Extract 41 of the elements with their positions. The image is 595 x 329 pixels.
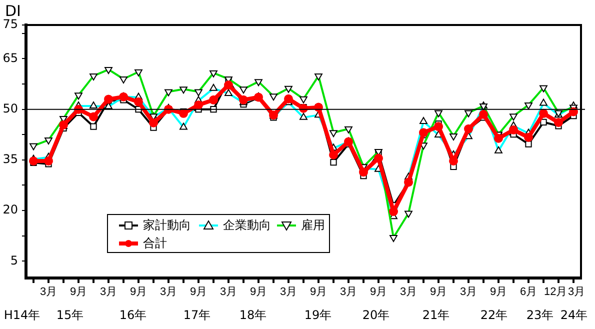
text: 20年 — [362, 307, 390, 324]
text: 16年 — [119, 307, 147, 324]
text: 18年 — [239, 307, 267, 324]
x-tick-label: 3月 — [280, 285, 298, 299]
text: H14年 — [4, 307, 40, 324]
x-tick-label: 3月 — [460, 285, 478, 299]
x-tick-label: 3月 — [40, 285, 58, 299]
text: 24年 — [560, 307, 588, 324]
legend-label: 雇用 — [301, 217, 325, 234]
y-tick-label: 35 — [2, 152, 18, 166]
x-tick-label: 12月 — [544, 285, 568, 299]
y-axis-title: DI — [5, 2, 21, 20]
x-tick-label: 9月 — [430, 285, 448, 299]
x-tick-label: 3月 — [340, 285, 358, 299]
text: 23年 — [526, 307, 554, 324]
y-tick-label: 75 — [2, 17, 18, 32]
text: 22年 — [480, 307, 508, 324]
y-tick-label: 20 — [2, 202, 18, 217]
x-tick-label: 9月 — [130, 285, 148, 299]
text: 17年 — [183, 307, 211, 324]
text: 19年 — [304, 307, 332, 324]
x-tick-label: 9月 — [310, 285, 328, 299]
x-tick-label: 9月 — [70, 285, 88, 299]
y-tick-label: 50 — [2, 101, 18, 116]
x-tick-label: 3月 — [160, 285, 178, 299]
legend-label: 合計 — [143, 235, 167, 252]
x-tick-label: 9月 — [250, 285, 268, 299]
legend-label: 家計動向 — [143, 217, 191, 234]
x-tick-label: 3月 — [568, 285, 586, 299]
x-tick-label: 3月 — [100, 285, 118, 299]
legend-label: 企業動向 — [223, 217, 271, 234]
x-tick-label: 9月 — [190, 285, 208, 299]
y-tick-label: 65 — [2, 50, 18, 65]
x-tick-label: 6月 — [520, 285, 538, 299]
x-tick-label: 9月 — [490, 285, 508, 299]
x-tick-label: 9月 — [370, 285, 388, 299]
x-tick-label: 3月 — [220, 285, 238, 299]
x-tick-label: 3月 — [400, 285, 418, 299]
text: 15年 — [56, 307, 84, 324]
y-tick-label: 5 — [10, 253, 18, 268]
text: 21年 — [422, 307, 450, 324]
